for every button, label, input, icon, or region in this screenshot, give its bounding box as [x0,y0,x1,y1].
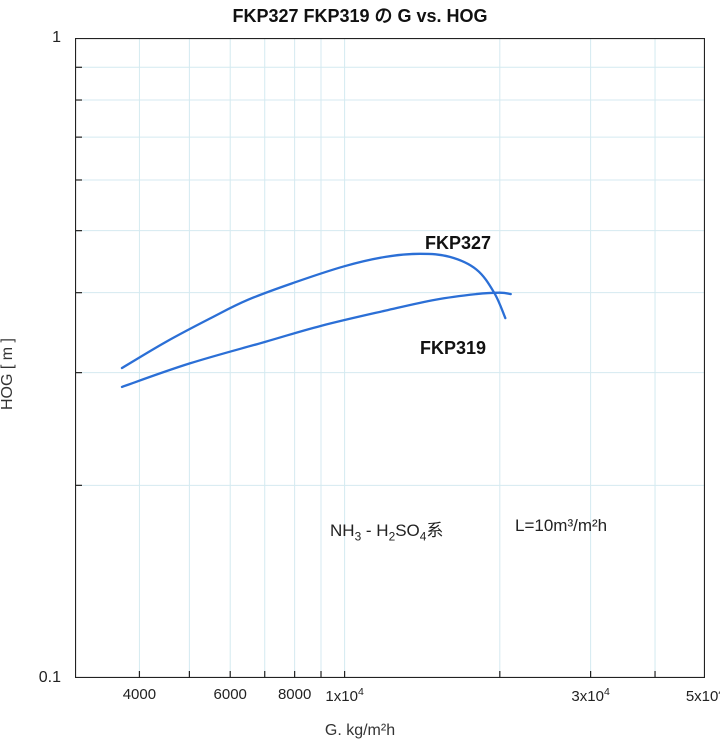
x-tick-label: 6000 [214,686,247,703]
x-tick-label: 4000 [123,686,156,703]
y-tick-label: 1 [52,29,61,47]
chart-title: FKP327 FKP319 の G vs. HOG [0,2,720,28]
chart-annotation: NH3 - H2SO4系 [330,516,443,543]
x-tick-label: 8000 [278,686,311,703]
y-tick-label: 0.1 [39,669,61,687]
x-tick-label: 5x104 [686,686,720,705]
series-label-fkp327: FKP327 [425,233,491,254]
plot-svg [75,38,705,678]
series-label-fkp319: FKP319 [420,338,486,359]
y-axis-label: HOG [ m ] [0,338,17,410]
x-axis-label: G. kg/m²h [0,722,720,740]
x-tick-label: 1x104 [325,686,363,705]
plot-area: 0.114000600080001x1043x1045x104FKP327FKP… [75,38,705,678]
chart-annotation: L=10m³/m²h [515,516,607,536]
x-tick-label: 3x104 [571,686,609,705]
